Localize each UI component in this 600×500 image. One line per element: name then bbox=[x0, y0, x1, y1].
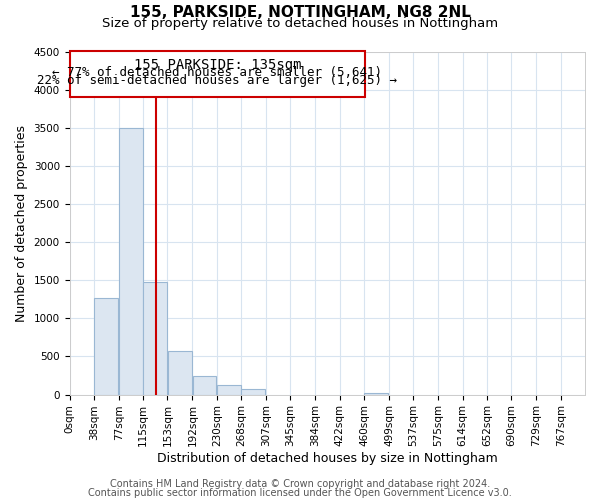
Bar bbox=[94, 298, 118, 394]
Text: Contains public sector information licensed under the Open Government Licence v3: Contains public sector information licen… bbox=[88, 488, 512, 498]
Bar bbox=[119, 128, 143, 394]
FancyBboxPatch shape bbox=[70, 52, 365, 98]
Text: Contains HM Land Registry data © Crown copyright and database right 2024.: Contains HM Land Registry data © Crown c… bbox=[110, 479, 490, 489]
Text: 155 PARKSIDE: 135sqm: 155 PARKSIDE: 135sqm bbox=[134, 58, 301, 71]
Text: 22% of semi-detached houses are larger (1,625) →: 22% of semi-detached houses are larger (… bbox=[37, 74, 397, 88]
Bar bbox=[143, 282, 167, 395]
Bar bbox=[193, 376, 217, 394]
Bar bbox=[168, 351, 191, 395]
Bar bbox=[364, 393, 388, 394]
Bar bbox=[217, 384, 241, 394]
Text: ← 77% of detached houses are smaller (5,641): ← 77% of detached houses are smaller (5,… bbox=[52, 66, 382, 79]
Y-axis label: Number of detached properties: Number of detached properties bbox=[15, 124, 28, 322]
X-axis label: Distribution of detached houses by size in Nottingham: Distribution of detached houses by size … bbox=[157, 452, 497, 465]
Text: 155, PARKSIDE, NOTTINGHAM, NG8 2NL: 155, PARKSIDE, NOTTINGHAM, NG8 2NL bbox=[130, 5, 470, 20]
Bar bbox=[241, 390, 265, 394]
Text: Size of property relative to detached houses in Nottingham: Size of property relative to detached ho… bbox=[102, 18, 498, 30]
